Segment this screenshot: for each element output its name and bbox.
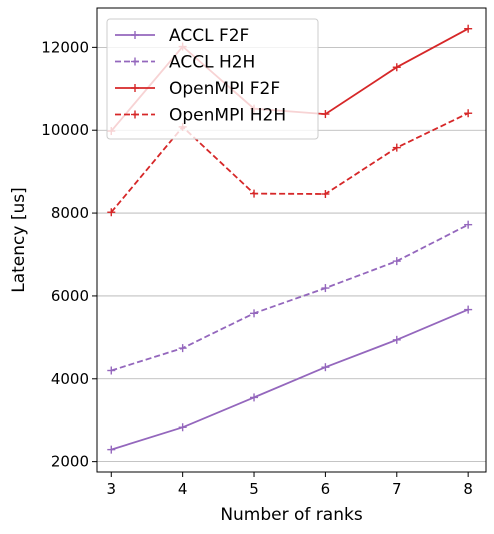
legend-label: OpenMPI H2H xyxy=(169,106,286,126)
y-tick-label: 4000 xyxy=(51,370,89,388)
x-axis-label: Number of ranks xyxy=(220,505,363,525)
x-tick-label: 6 xyxy=(321,480,331,498)
legend-label: ACCL F2F xyxy=(169,26,249,46)
legend: ACCL F2F ACCL H2H OpenMPI F2F OpenMPI H2H xyxy=(107,19,318,139)
x-tick-label: 5 xyxy=(249,480,259,498)
x-tick-label: 4 xyxy=(178,480,188,498)
y-axis-label: Latency [us] xyxy=(9,187,29,293)
y-tick-label: 6000 xyxy=(51,287,89,305)
legend-label: ACCL H2H xyxy=(169,53,255,73)
x-tick-label: 8 xyxy=(463,480,473,498)
y-tick-label: 8000 xyxy=(51,204,89,222)
y-tick-label: 2000 xyxy=(51,453,89,471)
x-tick-label: 3 xyxy=(107,480,117,498)
legend-label: OpenMPI F2F xyxy=(169,79,280,99)
x-tick-label: 7 xyxy=(392,480,402,498)
y-tick-label: 12000 xyxy=(41,38,89,56)
y-tick-label: 10000 xyxy=(41,121,89,139)
